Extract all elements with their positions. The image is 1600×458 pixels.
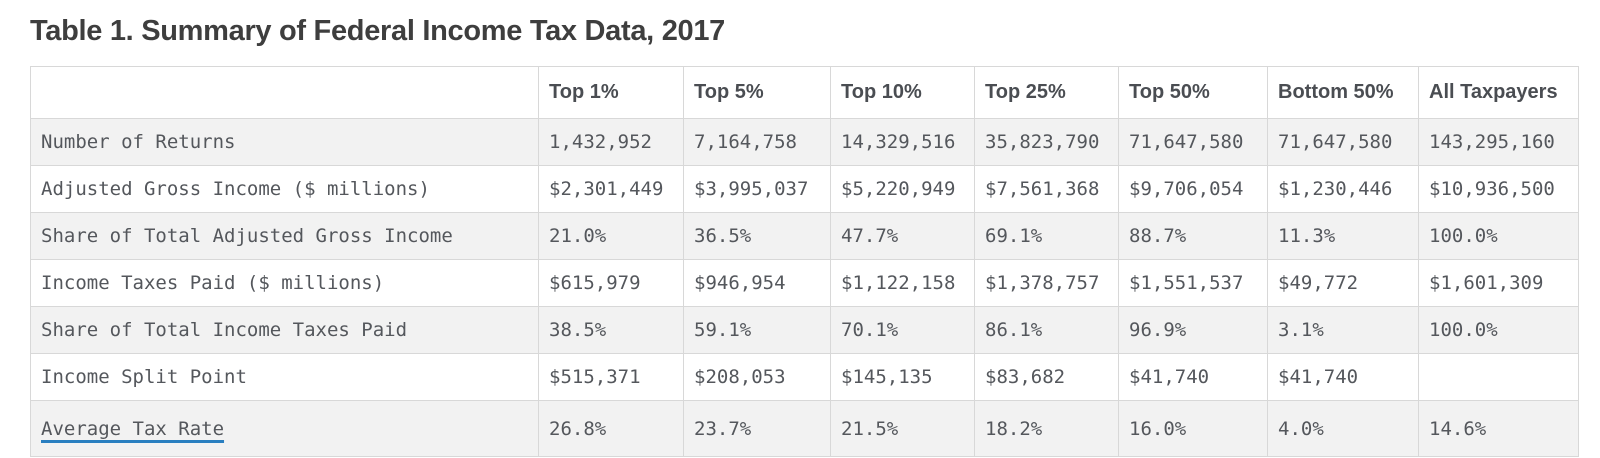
column-header: Top 1% (538, 66, 684, 119)
data-cell: 47.7% (830, 212, 975, 260)
data-cell: $3,995,037 (683, 165, 831, 213)
data-cell: 59.1% (683, 306, 831, 354)
tax-table-container: Top 1% Top 5% Top 10% Top 25% Top 50% Bottom … (30, 66, 1579, 457)
table-row: Income Split Point $515,371 $208,053 $145,1… (30, 353, 1579, 401)
column-header: Top 50% (1118, 66, 1268, 119)
data-cell: $49,772 (1267, 259, 1419, 307)
row-label: Share of Total Adjusted Gross Income (41, 225, 453, 247)
data-cell: $1,378,757 (974, 259, 1119, 307)
data-cell: $41,740 (1267, 353, 1419, 401)
data-cell: 1,432,952 (538, 118, 684, 166)
data-cell: $615,979 (538, 259, 684, 307)
data-cell: 4.0% (1267, 400, 1419, 457)
data-cell: 100.0% (1418, 212, 1579, 260)
table-row: Number of Returns 1,432,952 7,164,758 14,32… (30, 118, 1579, 166)
row-label-cell: Adjusted Gross Income ($ millions) (30, 165, 539, 213)
data-cell: $83,682 (974, 353, 1119, 401)
data-cell (1418, 353, 1579, 401)
data-cell: $9,706,054 (1118, 165, 1268, 213)
row-label: Income Split Point (41, 366, 247, 388)
column-header: Top 10% (830, 66, 975, 119)
table-row: Income Taxes Paid ($ millions) $615,979 $9… (30, 259, 1579, 307)
data-cell: 35,823,790 (974, 118, 1119, 166)
row-label-cell: Share of Total Adjusted Gross Income (30, 212, 539, 260)
data-cell: $145,135 (830, 353, 975, 401)
row-label-column-header (30, 66, 539, 119)
data-cell: 18.2% (974, 400, 1119, 457)
data-cell: 11.3% (1267, 212, 1419, 260)
data-cell: 14,329,516 (830, 118, 975, 166)
row-label: Number of Returns (41, 131, 236, 153)
data-cell: 21.5% (830, 400, 975, 457)
data-cell: $208,053 (683, 353, 831, 401)
data-cell: $2,301,449 (538, 165, 684, 213)
data-cell: $1,601,309 (1418, 259, 1579, 307)
data-cell: 16.0% (1118, 400, 1268, 457)
column-header: All Taxpayers (1418, 66, 1579, 119)
column-header: Top 25% (974, 66, 1119, 119)
data-cell: 70.1% (830, 306, 975, 354)
data-cell: 14.6% (1418, 400, 1579, 457)
data-cell: $5,220,949 (830, 165, 975, 213)
table-row: Adjusted Gross Income ($ millions) $2,301… (30, 165, 1579, 213)
row-label: Adjusted Gross Income ($ millions) (41, 178, 430, 200)
data-cell: $1,230,446 (1267, 165, 1419, 213)
data-cell: $7,561,368 (974, 165, 1119, 213)
table-row: Share of Total Adjusted Gross Income 21.0… (30, 212, 1579, 260)
data-cell: 71,647,580 (1118, 118, 1268, 166)
row-label: Share of Total Income Taxes Paid (41, 319, 408, 341)
row-label: Income Taxes Paid ($ millions) (41, 272, 385, 294)
data-cell: 86.1% (974, 306, 1119, 354)
data-cell: 21.0% (538, 212, 684, 260)
data-cell: 23.7% (683, 400, 831, 457)
tax-data-table: Top 1% Top 5% Top 10% Top 25% Top 50% Bottom … (30, 66, 1579, 457)
data-cell: 38.5% (538, 306, 684, 354)
data-cell: 143,295,160 (1418, 118, 1579, 166)
table-body: Number of Returns 1,432,952 7,164,758 14,32… (30, 118, 1579, 457)
data-cell: 69.1% (974, 212, 1119, 260)
table-row: Average Tax Rate 26.8% 23.7% 21.5% 18.2% 16.0… (30, 400, 1579, 457)
data-cell: 26.8% (538, 400, 684, 457)
row-label-cell: Average Tax Rate (30, 400, 539, 457)
data-cell: $41,740 (1118, 353, 1268, 401)
column-header: Top 5% (683, 66, 831, 119)
data-cell: 7,164,758 (683, 118, 831, 166)
row-label-cell: Income Split Point (30, 353, 539, 401)
data-cell: 3.1% (1267, 306, 1419, 354)
data-cell: $10,936,500 (1418, 165, 1579, 213)
average-tax-rate-link[interactable]: Average Tax Rate (41, 417, 225, 440)
table-row: Share of Total Income Taxes Paid 38.5% 59.… (30, 306, 1579, 354)
data-cell: 71,647,580 (1267, 118, 1419, 166)
data-cell: $946,954 (683, 259, 831, 307)
row-label-cell: Income Taxes Paid ($ millions) (30, 259, 539, 307)
data-cell: $515,371 (538, 353, 684, 401)
page-title: Table 1. Summary of Federal Income Tax D… (30, 15, 726, 47)
row-label-cell: Number of Returns (30, 118, 539, 166)
table-header-row: Top 1% Top 5% Top 10% Top 25% Top 50% Bottom … (30, 66, 1579, 119)
data-cell: 36.5% (683, 212, 831, 260)
data-cell: 88.7% (1118, 212, 1268, 260)
data-cell: $1,551,537 (1118, 259, 1268, 307)
data-cell: 100.0% (1418, 306, 1579, 354)
row-label-cell: Share of Total Income Taxes Paid (30, 306, 539, 354)
column-header: Bottom 50% (1267, 66, 1419, 119)
data-cell: 96.9% (1118, 306, 1268, 354)
data-cell: $1,122,158 (830, 259, 975, 307)
